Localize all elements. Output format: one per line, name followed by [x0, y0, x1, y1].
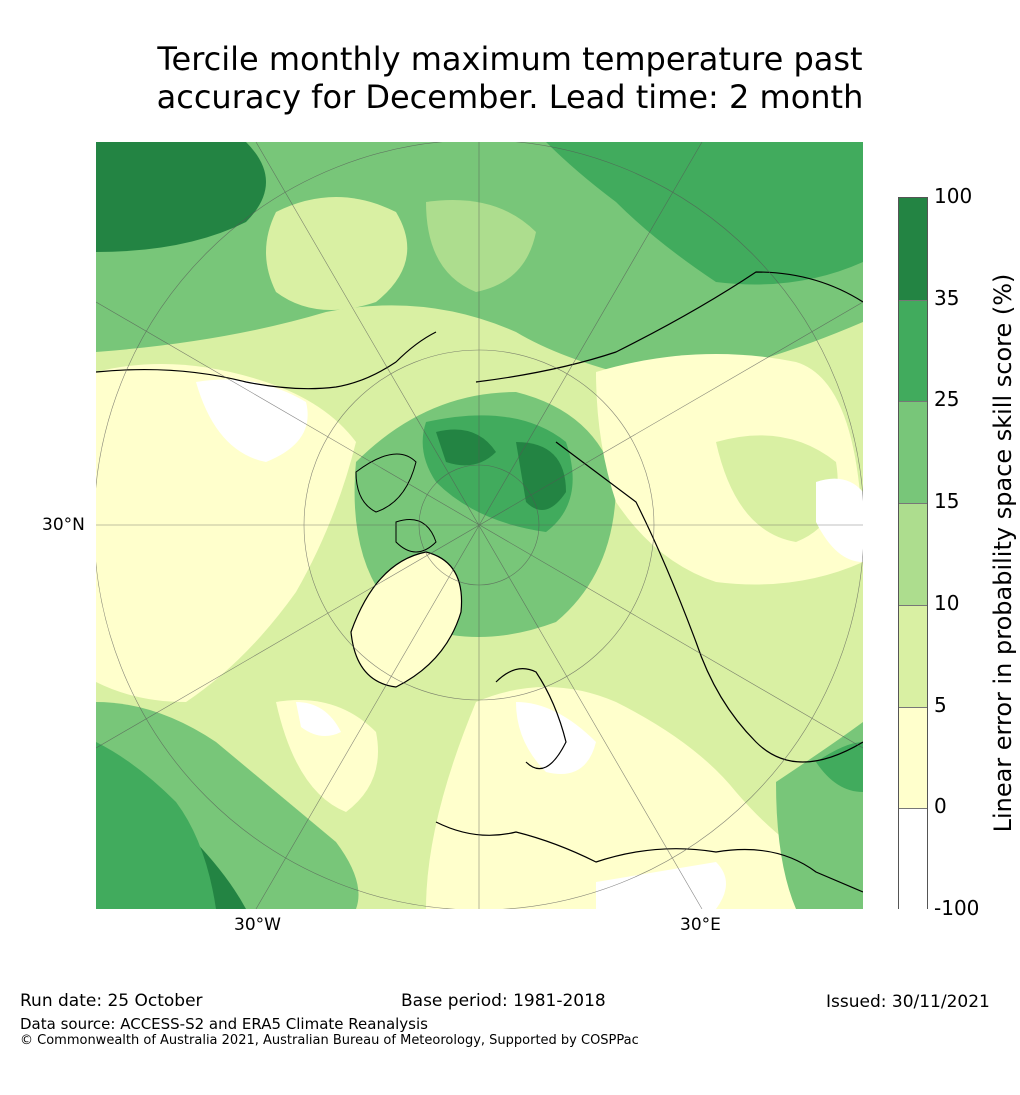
- colorbar-tick-label: 25: [934, 387, 960, 412]
- longitude-label-30w: 30°W: [234, 915, 281, 935]
- colorbar-title: Linear error in probability space skill …: [989, 273, 1017, 833]
- issued-date: Issued: 30/11/2021: [826, 992, 990, 1012]
- colorbar-tick-label: 0: [934, 794, 947, 819]
- polar-skill-map: [96, 142, 863, 909]
- coastline-eurasia: [475, 271, 863, 763]
- colorbar-tick-label: 100: [934, 184, 973, 208]
- colorbar-tick-label: 5: [934, 692, 947, 717]
- title-line-1: Tercile monthly maximum temperature past: [157, 40, 863, 78]
- east-asia-white: [816, 478, 863, 562]
- colorbar-tick-label: 10: [934, 590, 960, 615]
- coastline-arctic-islands: [355, 453, 437, 553]
- coastline-greenland: [350, 551, 463, 688]
- left-mid-green: [96, 742, 216, 909]
- siberia-darkest: [516, 442, 566, 510]
- india-dark: [816, 742, 863, 792]
- base-period: Base period: 1981-2018: [401, 991, 606, 1011]
- europe-white: [516, 702, 596, 774]
- coastline-north-america: [96, 331, 437, 390]
- upper-light-patch-2: [426, 200, 536, 292]
- longitude-label-30e: 30°E: [680, 915, 721, 935]
- lower-mid-light: [276, 700, 378, 812]
- lower-mid-white: [296, 702, 341, 736]
- greenland-region: [351, 552, 462, 687]
- upper-right-green: [546, 142, 863, 285]
- colorbar-tick-label: 15: [934, 489, 960, 514]
- coastline-europe: [435, 668, 863, 893]
- colorbar-segment: [899, 808, 927, 910]
- run-date: Run date: 25 October: [20, 991, 203, 1011]
- colorbar-tick-label: -100: [934, 896, 980, 920]
- graticule: [96, 142, 863, 909]
- colorbar-segment: [899, 299, 927, 402]
- north-america-white: [196, 379, 308, 462]
- colorbar-segment: [899, 503, 927, 605]
- colorbar-segment: [899, 401, 927, 504]
- copyright: © Commonwealth of Australia 2021, Austra…: [20, 1033, 639, 1048]
- title-line-2: accuracy for December. Lead time: 2 mont…: [156, 78, 864, 116]
- map-title: Tercile monthly maximum temperature past…: [0, 40, 1020, 116]
- colorbar-segment: [899, 604, 927, 707]
- colorbar: [898, 197, 928, 910]
- upper-left-dark-region: [96, 142, 266, 252]
- colorbar-tick-label: 35: [934, 285, 960, 310]
- data-source: Data source: ACCESS-S2 and ERA5 Climate …: [20, 1015, 428, 1033]
- arctic-darkest: [436, 429, 496, 466]
- colorbar-segment: [899, 706, 927, 809]
- north-america-light: [96, 364, 356, 702]
- colorbar-segment: [899, 198, 927, 300]
- upper-light-patch: [266, 197, 408, 310]
- asia-light-green: [716, 435, 838, 542]
- north-africa-white: [596, 862, 726, 909]
- latitude-label-30n: 30°N: [42, 515, 85, 535]
